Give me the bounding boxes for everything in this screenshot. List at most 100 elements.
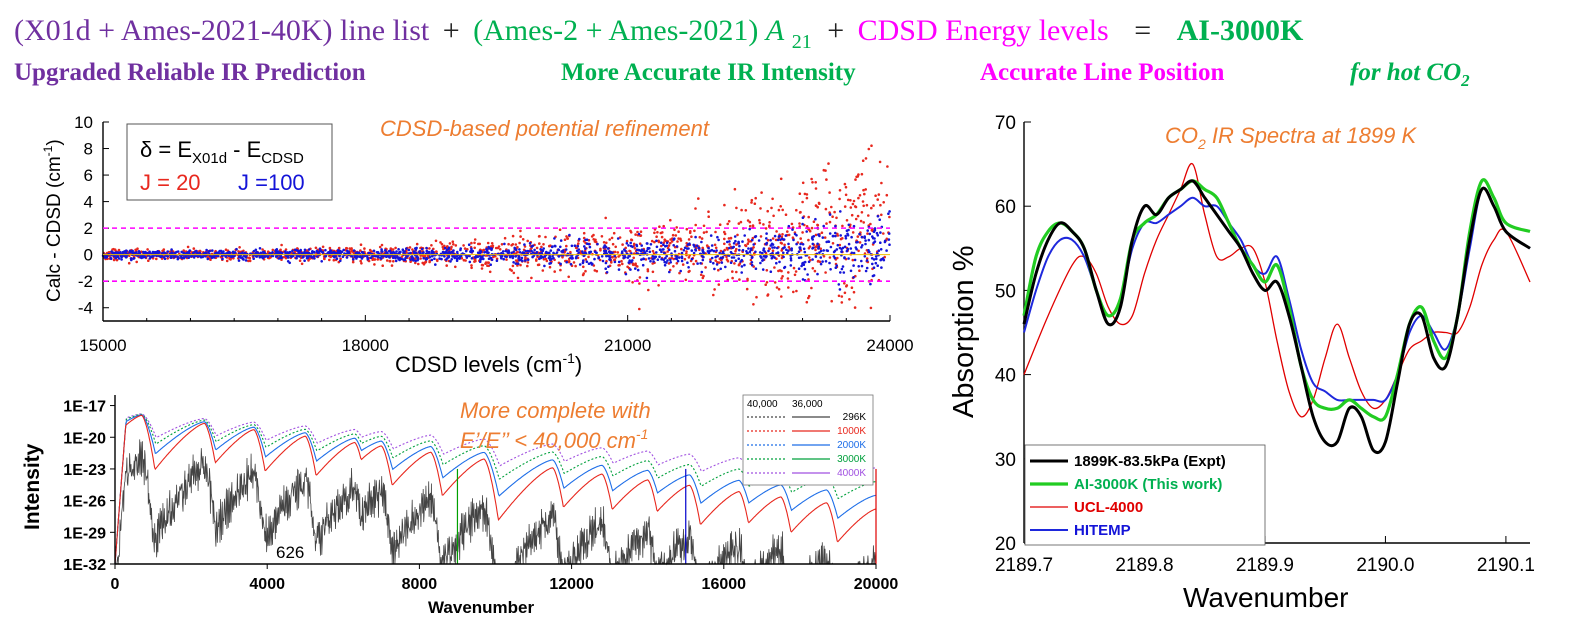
scatter-point [367,251,371,255]
scatter-point [844,185,848,189]
scatter-point [571,256,574,260]
scatter-point [326,251,330,255]
scatter-point [765,232,768,235]
intensity-x-tick-label: 8000 [402,576,438,593]
scatter-point [608,258,611,261]
scatter-point [298,251,301,254]
absorption-axes: 2189.7 2189.8 2189.9 2190.0 2190.1 20 30 40 50 60… [995,113,1535,576]
scatter-point [694,259,698,263]
scatter-point [657,239,660,243]
scatter-point [380,248,383,251]
scatter-point [879,203,882,207]
scatter-point [479,250,482,253]
scatter-point [656,231,659,234]
scatter-point [854,246,858,249]
scatter-point [865,266,869,270]
scatter-point [839,210,842,213]
scatter-point [321,251,325,254]
scatter-point [582,265,585,269]
scatter-point [782,238,786,241]
scatter-point [719,249,723,253]
header-sub-b: More Accurate IR Intensity [561,59,856,86]
scatter-point [888,210,891,213]
scatter-point [662,224,665,228]
scatter-point [696,262,699,265]
scatter-point [450,250,454,254]
scatter-point [394,246,397,250]
scatter-point [640,258,643,261]
scatter-point [176,255,179,259]
scatter-point [541,255,545,259]
scatter-point [259,255,263,258]
scatter-point [871,262,874,266]
scatter-point [328,246,332,250]
scatter-point [845,229,849,232]
scatter-point [519,229,522,233]
scatter-point [598,258,602,262]
scatter-point [630,238,634,242]
scatter-point [805,225,809,228]
scatter-point [688,242,691,245]
scatter-point [613,260,617,264]
scatter-point [473,241,476,245]
scatter-x-tick-label: 15000 [79,336,126,355]
scatter-point [476,255,480,259]
scatter-point [754,267,758,271]
scatter-point [680,247,683,251]
scatter-point [795,208,798,212]
scatter-point [861,159,865,162]
scatter-point [600,254,604,258]
scatter-y-tick-label: -2 [78,272,93,291]
scatter-point [870,229,874,232]
scatter-point [811,242,815,246]
scatter-point [313,251,316,254]
scatter-point [774,238,778,242]
scatter-point [635,252,639,255]
scatter-point [716,235,719,239]
scatter-point [557,248,560,251]
scatter-point [137,250,141,253]
scatter-point [259,251,263,255]
scatter-point [860,211,864,214]
scatter-point [577,251,581,254]
scatter-point [801,262,804,265]
scatter-point [398,256,402,260]
scatter-point [148,257,152,260]
scatter-point [757,239,761,242]
scatter-point [582,231,586,235]
scatter-point [770,206,773,210]
scatter-point [610,236,614,240]
scatter-point [887,232,891,235]
scatter-point [799,242,802,246]
scatter-point [822,254,826,258]
scatter-point [664,245,667,248]
scatter-point [492,255,495,259]
scatter-point [827,240,831,243]
scatter-point [384,249,387,252]
scatter-point [837,283,841,286]
scatter-point [849,199,852,202]
scatter-point [785,248,788,252]
scatter-point [447,247,450,251]
scatter-point [835,248,839,251]
scatter-point [340,250,344,253]
scatter-point [816,272,819,276]
scatter-point [607,265,610,269]
scatter-point [358,255,362,258]
scatter-point [739,220,743,224]
scatter-point [730,256,734,259]
scatter-point [698,246,701,250]
scatter-point [411,248,414,251]
scatter-point [405,247,408,250]
scatter-point [882,258,886,262]
scatter-point [667,248,671,252]
scatter-point [464,249,468,253]
scatter-point [776,246,779,250]
scatter-point [117,248,121,252]
scatter-point [833,210,836,214]
scatter-point [196,254,200,258]
scatter-point [871,236,875,240]
scatter-point [120,258,123,261]
scatter-point [574,256,578,260]
scatter-point [873,228,877,232]
